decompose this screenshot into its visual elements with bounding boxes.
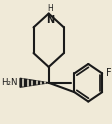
Text: N: N	[46, 15, 54, 25]
Text: H: H	[47, 4, 53, 13]
Text: H₂N: H₂N	[1, 78, 18, 87]
Polygon shape	[20, 78, 49, 87]
Text: F: F	[106, 68, 111, 78]
